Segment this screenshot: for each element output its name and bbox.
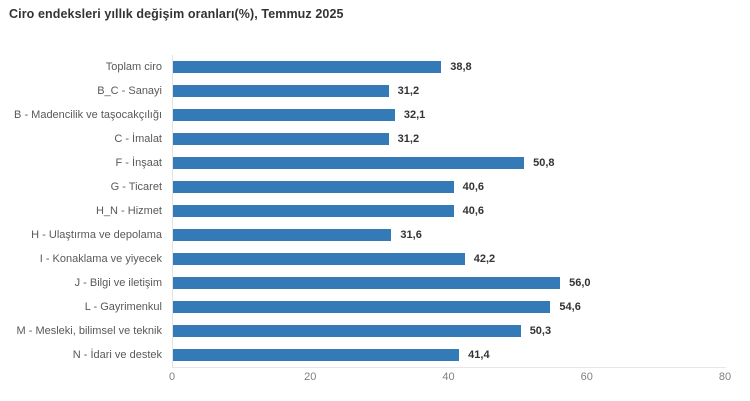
x-axis-tick: 60 bbox=[580, 371, 593, 383]
value-label: 32,1 bbox=[403, 109, 426, 121]
bar-rows: Toplam ciro 38,8 B_C - Sanayi 31,2 B - Maden… bbox=[0, 55, 750, 367]
category-label: F - İnşaat bbox=[115, 157, 162, 169]
bar-row: J - Bilgi ve iletişim 56,0 bbox=[0, 271, 750, 295]
category-label: I - Konaklama ve yiyecek bbox=[39, 253, 162, 265]
plot-region: Toplam ciro 38,8 B_C - Sanayi 31,2 B - Maden… bbox=[0, 55, 750, 368]
chart-title: Ciro endeksleri yıllık değişim oranları(… bbox=[9, 7, 344, 21]
bar[interactable] bbox=[173, 229, 392, 241]
bar[interactable] bbox=[173, 157, 525, 169]
x-axis-tick: 20 bbox=[304, 371, 317, 383]
bar[interactable] bbox=[173, 109, 395, 121]
bar-track: 32,1 bbox=[173, 103, 726, 127]
value-label: 50,3 bbox=[529, 325, 552, 337]
bar-track: 31,2 bbox=[173, 79, 726, 103]
bar[interactable] bbox=[173, 253, 465, 265]
bar-track: 31,2 bbox=[173, 127, 726, 151]
bar-track: 56,0 bbox=[173, 271, 726, 295]
bar-row: F - İnşaat 50,8 bbox=[0, 151, 750, 175]
bar-row: G - Ticaret 40,6 bbox=[0, 175, 750, 199]
value-label: 54,6 bbox=[559, 301, 581, 313]
bar-row: N - İdari ve destek 41,4 bbox=[0, 343, 750, 367]
value-label: 42,2 bbox=[473, 253, 496, 265]
bar[interactable] bbox=[173, 325, 521, 337]
x-axis: 0 20 40 60 80 bbox=[168, 371, 731, 387]
bar[interactable] bbox=[173, 349, 460, 361]
bar[interactable] bbox=[173, 61, 442, 73]
value-label: 31,6 bbox=[400, 229, 422, 241]
category-label: C - İmalat bbox=[114, 133, 162, 145]
x-axis-tick: 0 bbox=[168, 371, 176, 383]
bar-row: Toplam ciro 38,8 bbox=[0, 55, 750, 79]
value-label: 41,4 bbox=[468, 349, 490, 361]
category-label: H - Ulaştırma ve depolama bbox=[31, 229, 162, 241]
bar-row: H_N - Hizmet 40,6 bbox=[0, 199, 750, 223]
category-label: H_N - Hizmet bbox=[95, 205, 162, 217]
bar[interactable] bbox=[173, 301, 551, 313]
category-label: L - Gayrimenkul bbox=[84, 301, 162, 313]
value-label: 40,6 bbox=[462, 205, 485, 217]
value-label: 56,0 bbox=[569, 277, 591, 289]
x-axis-tick: 40 bbox=[442, 371, 455, 383]
bar-track: 42,2 bbox=[173, 247, 726, 271]
bar[interactable] bbox=[173, 85, 389, 97]
bar[interactable] bbox=[173, 181, 454, 193]
bar-track: 38,8 bbox=[173, 55, 726, 79]
bar[interactable] bbox=[173, 205, 454, 217]
bar-row: H - Ulaştırma ve depolama 31,6 bbox=[0, 223, 750, 247]
bar[interactable] bbox=[173, 277, 561, 289]
bar-row: L - Gayrimenkul 54,6 bbox=[0, 295, 750, 319]
x-axis-tick: 80 bbox=[718, 371, 732, 383]
bar-row: B_C - Sanayi 31,2 bbox=[0, 79, 750, 103]
bar-row: I - Konaklama ve yiyecek 42,2 bbox=[0, 247, 750, 271]
category-label: M - Mesleki, bilimsel ve teknik bbox=[16, 325, 162, 337]
bar-track: 50,8 bbox=[173, 151, 726, 175]
value-label: 31,2 bbox=[397, 85, 420, 97]
bar-track: 50,3 bbox=[173, 319, 726, 343]
bar-track: 54,6 bbox=[173, 295, 726, 319]
bar-track: 31,6 bbox=[173, 223, 726, 247]
value-label: 40,6 bbox=[462, 181, 485, 193]
bar-row: M - Mesleki, bilimsel ve teknik 50,3 bbox=[0, 319, 750, 343]
category-label: B_C - Sanayi bbox=[97, 85, 162, 97]
bar-track: 40,6 bbox=[173, 175, 726, 199]
category-label: Toplam ciro bbox=[105, 61, 162, 73]
bar[interactable] bbox=[173, 133, 389, 145]
bar-track: 40,6 bbox=[173, 199, 726, 223]
bar-track: 41,4 bbox=[173, 343, 726, 367]
category-label: B - Madencilik ve taşocakçılığı bbox=[14, 109, 162, 121]
value-label: 50,8 bbox=[533, 157, 555, 169]
category-label: G - Ticaret bbox=[110, 181, 162, 193]
bar-row: B - Madencilik ve taşocakçılığı 32,1 bbox=[0, 103, 750, 127]
value-label: 31,2 bbox=[397, 133, 420, 145]
category-label: N - İdari ve destek bbox=[72, 349, 162, 361]
bar-row: C - İmalat 31,2 bbox=[0, 127, 750, 151]
value-label: 38,8 bbox=[450, 61, 472, 73]
category-label: J - Bilgi ve iletişim bbox=[74, 277, 162, 289]
